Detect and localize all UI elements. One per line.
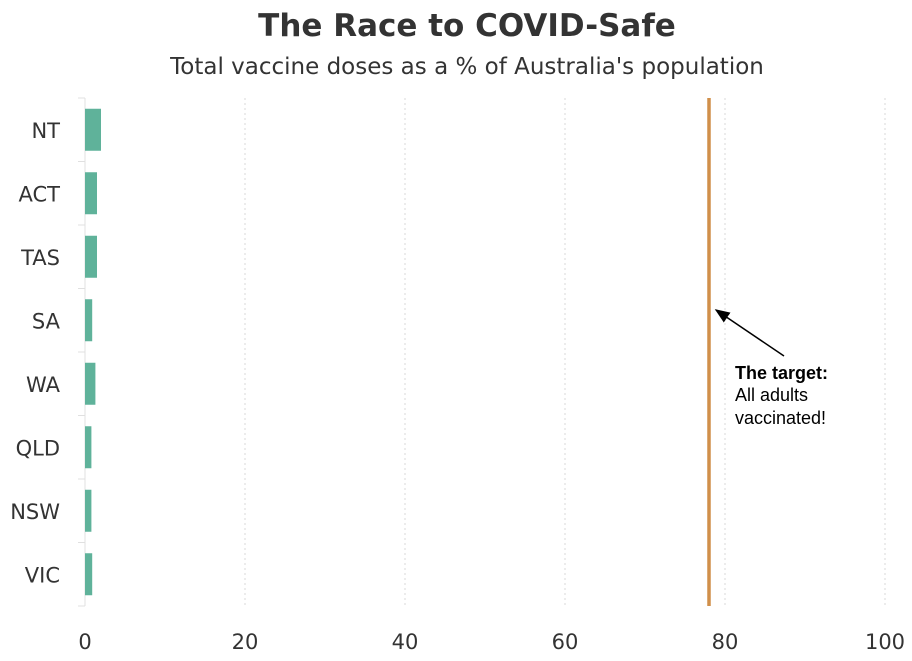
category-labels: NT ACT TAS SA WA QLD NSW VIC (10, 119, 60, 588)
bar-wa (85, 362, 96, 405)
x-tick-0: 0 (78, 630, 91, 654)
annotation-line-1: All adults (735, 385, 808, 405)
bars (85, 108, 101, 596)
grid-lines (244, 98, 886, 606)
category-axis (78, 97, 86, 607)
category-label-qld: QLD (16, 436, 60, 460)
chart-title: The Race to COVID-Safe (258, 8, 676, 44)
target-annotation: The target: All adults vaccinated! (714, 309, 828, 428)
bar-tas (85, 235, 97, 278)
chart-subtitle: Total vaccine doses as a % of Australia'… (170, 54, 764, 80)
x-tick-labels: 0 20 40 60 80 100 (78, 630, 905, 654)
x-tick-60: 60 (552, 630, 579, 654)
category-label-tas: TAS (20, 246, 60, 270)
category-label-sa: SA (32, 309, 61, 333)
bar-qld (85, 426, 92, 469)
x-tick-20: 20 (232, 630, 259, 654)
annotation-arrow (714, 309, 785, 357)
annotation-line-2: vaccinated! (735, 408, 826, 428)
x-tick-40: 40 (392, 630, 419, 654)
bar-nsw (85, 489, 92, 532)
annotation-title: The target: (735, 363, 828, 383)
category-label-act: ACT (19, 182, 61, 206)
bar-sa (85, 299, 93, 342)
bar-act (85, 172, 97, 215)
bar-nt (85, 108, 101, 151)
category-label-wa: WA (26, 373, 61, 397)
category-label-nsw: NSW (10, 500, 60, 524)
x-tick-100: 100 (865, 630, 905, 654)
category-label-vic: VIC (25, 563, 60, 587)
category-label-nt: NT (31, 119, 60, 143)
bar-vic (85, 553, 93, 596)
x-tick-80: 80 (712, 630, 739, 654)
